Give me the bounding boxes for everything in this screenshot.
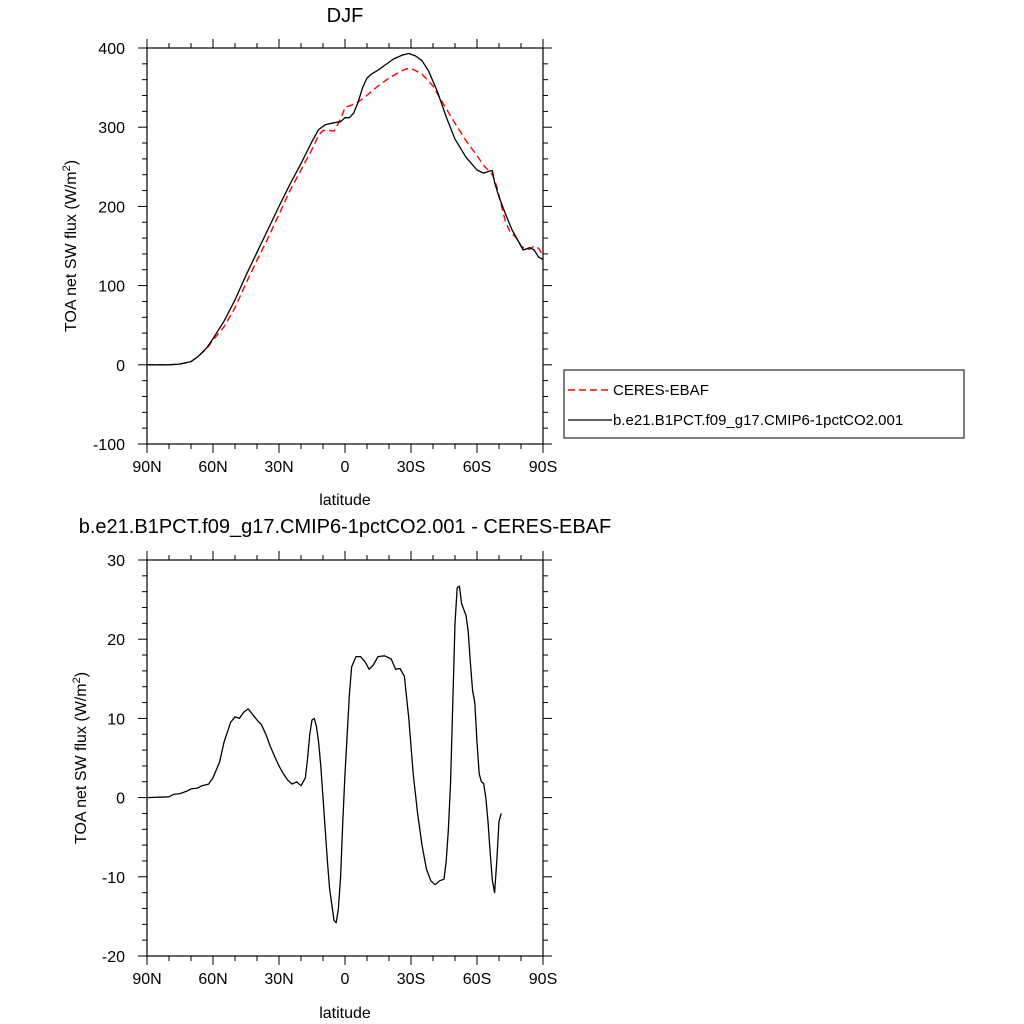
legend-frame — [563, 369, 965, 439]
legend-label-ceres: CERES-EBAF — [613, 382, 709, 399]
top-series-ceres-ebaf-line — [147, 67, 544, 366]
top-x-tick-label: 60S — [463, 459, 491, 476]
bottom-y-tick-label: 30 — [107, 553, 125, 570]
bottom-x-tick-label: 90N — [132, 971, 161, 988]
bottom-x-tick-label: 0 — [341, 971, 350, 988]
top-panel-title: DJF — [327, 5, 364, 27]
bottom-panel-difference: b.e21.B1PCT.f09_g17.CMIP6-1pctCO2.001 - … — [71, 516, 611, 1022]
top-series-model-line — [147, 52, 544, 366]
bottom-y-axis-title: TOA net SW flux (W/m2) — [71, 672, 90, 844]
top-panel-djf: DJF 90N 60N 30N 0 30S 60S 90S -100 0 100 200 300 400… — [61, 5, 557, 509]
bottom-panel-title: b.e21.B1PCT.f09_g17.CMIP6-1pctCO2.001 - … — [79, 516, 611, 538]
top-y-tick-label: -100 — [93, 437, 125, 454]
bottom-x-tick-label: 30N — [264, 971, 293, 988]
top-x-tick-label: 60N — [198, 459, 227, 476]
bottom-x-axis-title: latitude — [319, 1005, 371, 1022]
bottom-y-tick-label: 0 — [116, 791, 125, 808]
top-x-tick-label: 90N — [132, 459, 161, 476]
top-x-axis-title: latitude — [319, 492, 371, 509]
bottom-x-tick-label: 30S — [397, 971, 425, 988]
top-y-axis-title: TOA net SW flux (W/m2) — [61, 160, 80, 332]
top-y-tick-label: 0 — [116, 358, 125, 375]
bottom-x-tick-label: 60N — [198, 971, 227, 988]
top-y-tick-label: 200 — [98, 199, 125, 216]
top-x-tick-label: 0 — [341, 459, 350, 476]
top-x-tick-label: 30S — [397, 459, 425, 476]
top-x-tick-label: 90S — [529, 459, 557, 476]
legend: CERES-EBAF b.e21.B1PCT.f09_g17.CMIP6-1pc… — [563, 369, 965, 439]
top-plot-frame — [146, 47, 544, 445]
bottom-series-difference-line — [146, 585, 502, 924]
top-y-tick-label: 300 — [98, 120, 125, 137]
top-axes: 90N 60N 30N 0 30S 60S 90S -100 0 100 200 300 400 — [93, 39, 557, 476]
top-y-tick-label: 100 — [98, 279, 125, 296]
bottom-y-tick-label: 10 — [107, 711, 125, 728]
top-plot-area — [147, 52, 544, 366]
top-x-tick-label: 30N — [264, 459, 293, 476]
top-y-tick-label: 400 — [98, 41, 125, 58]
bottom-plot-frame — [146, 559, 544, 957]
bottom-y-tick-label: -20 — [102, 949, 125, 966]
bottom-y-tick-label: 20 — [107, 632, 125, 649]
bottom-y-tick-label: -10 — [102, 870, 125, 887]
bottom-axes: 90N 60N 30N 0 30S 60S 90S -20 -10 0 10 20 30 — [102, 551, 557, 988]
bottom-x-tick-label: 60S — [463, 971, 491, 988]
bottom-x-tick-label: 90S — [529, 971, 557, 988]
legend-label-model: b.e21.B1PCT.f09_g17.CMIP6-1pctCO2.001 — [613, 412, 903, 429]
bottom-plot-area — [146, 585, 502, 924]
